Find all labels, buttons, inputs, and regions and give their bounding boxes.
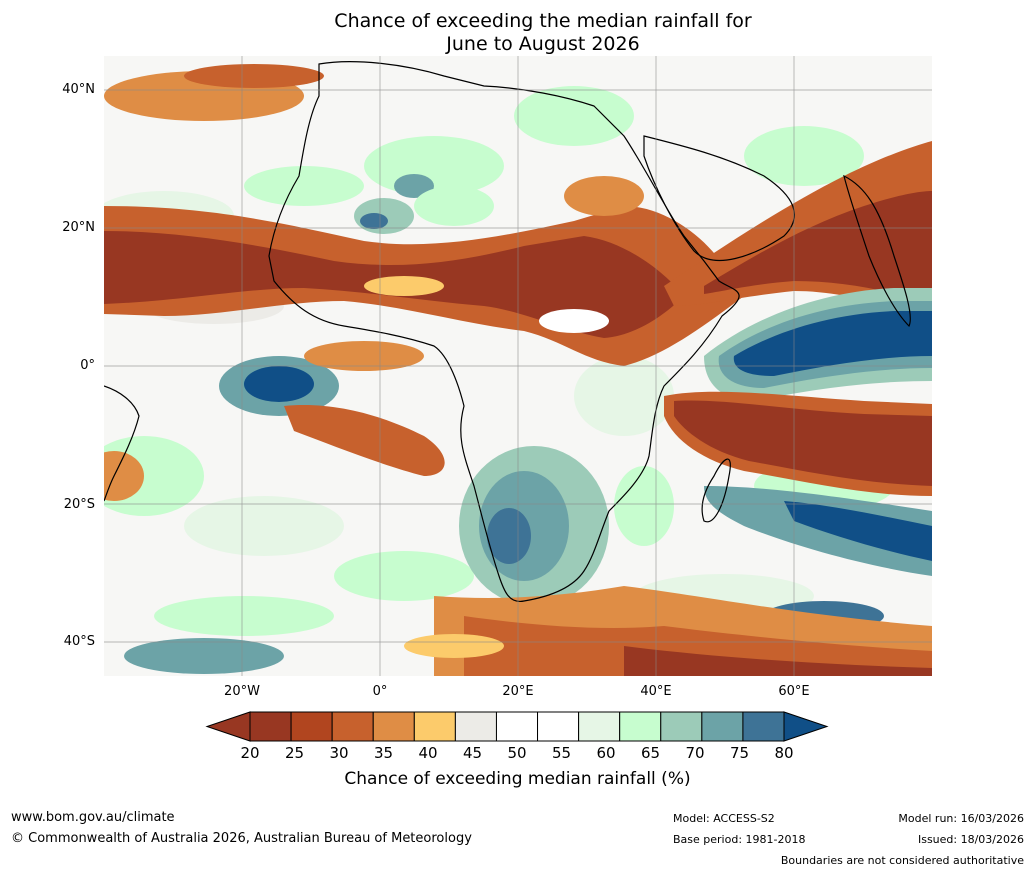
- south-america-coastline: [104, 385, 140, 502]
- lat-label-0: 0°: [80, 358, 95, 373]
- colorbar-tick-label: 80: [774, 744, 794, 762]
- footer-model: Model: ACCESS-S2: [673, 812, 775, 825]
- lat-label-40s: 40°S: [63, 634, 95, 649]
- colorbar-cell: [372, 711, 415, 742]
- colorbar-cell: [290, 711, 333, 742]
- colorbar-cell: [413, 711, 456, 742]
- colorbar-cell: [619, 711, 662, 742]
- colorbar-tick-label: 25: [284, 744, 305, 762]
- colorbar-cell: [742, 711, 785, 742]
- colorbar-tick-label: 40: [418, 744, 438, 762]
- footer-url: www.bom.gov.au/climate: [11, 810, 175, 825]
- colorbar-cell: [701, 711, 744, 742]
- footer-base-period: Base period: 1981-2018: [673, 833, 806, 846]
- colorbar-over-triangle: [783, 711, 829, 742]
- colorbar-cell: [578, 711, 621, 742]
- footer-copyright: © Commonwealth of Australia 2026, Austra…: [11, 831, 472, 846]
- southern-dry-band: [404, 586, 932, 676]
- footer-issued: Issued: 18/03/2026: [917, 833, 1024, 846]
- colorbar-label: Chance of exceeding median rainfall (%): [344, 769, 691, 789]
- lon-label-40e: 40°E: [640, 684, 672, 699]
- rainfall-map: [104, 56, 932, 676]
- madagascar-coastline: [701, 458, 731, 523]
- lon-label-60e: 60°E: [778, 684, 810, 699]
- colorbar-tick-label: 50: [507, 744, 527, 762]
- lat-label-40n: 40°N: [62, 82, 95, 97]
- southern-africa-wet-area: [459, 446, 674, 606]
- colorbar-tick-label: 55: [551, 744, 572, 762]
- lon-label-20e: 20°E: [502, 684, 534, 699]
- lat-label-20s: 20°S: [63, 497, 95, 512]
- atlantic-features: [104, 64, 644, 674]
- colorbar-cell: [660, 711, 703, 742]
- colorbar-tick-label: 75: [729, 744, 750, 762]
- footer-model-run: Model run: 16/03/2026: [898, 812, 1024, 825]
- colorbar-cell: [537, 711, 580, 742]
- colorbar-tick-label: 45: [462, 744, 483, 762]
- graticule: [104, 56, 932, 676]
- colorbar-cell: [495, 711, 539, 742]
- colorbar-tick-label: 65: [640, 744, 661, 762]
- map-title: Chance of exceeding the median rainfall …: [0, 10, 1035, 56]
- footer-disclaimer: Boundaries are not considered authoritat…: [780, 854, 1024, 867]
- arabian-dry-region: [664, 141, 932, 326]
- colorbar-cell: [249, 711, 292, 742]
- title-line-2: June to August 2026: [446, 33, 640, 55]
- title-line-1: Chance of exceeding the median rainfall …: [334, 10, 752, 32]
- map-svg: [104, 56, 932, 676]
- colorbar-tick-label: 30: [329, 744, 349, 762]
- colorbar-cell: [454, 711, 497, 742]
- colorbar-cell: [331, 711, 374, 742]
- lon-label-20w: 20°W: [224, 684, 260, 699]
- sahel-dry-band: [104, 206, 744, 366]
- colorbar-tick-label: 35: [373, 744, 394, 762]
- colorbar-tick-label: 20: [240, 744, 260, 762]
- colorbar-tick-label: 70: [685, 744, 705, 762]
- lat-label-20n: 20°N: [62, 220, 95, 235]
- indian-ocean-dry-belt: [664, 391, 932, 496]
- arabia-coastline: [643, 135, 795, 261]
- africa-coastline: [268, 61, 740, 603]
- lon-label-0: 0°: [372, 684, 388, 699]
- colorbar-tick-label: 60: [596, 744, 616, 762]
- sahara-wet-spots: [354, 174, 494, 234]
- colorbar-under-triangle: [205, 711, 251, 742]
- colorbar: [205, 711, 829, 742]
